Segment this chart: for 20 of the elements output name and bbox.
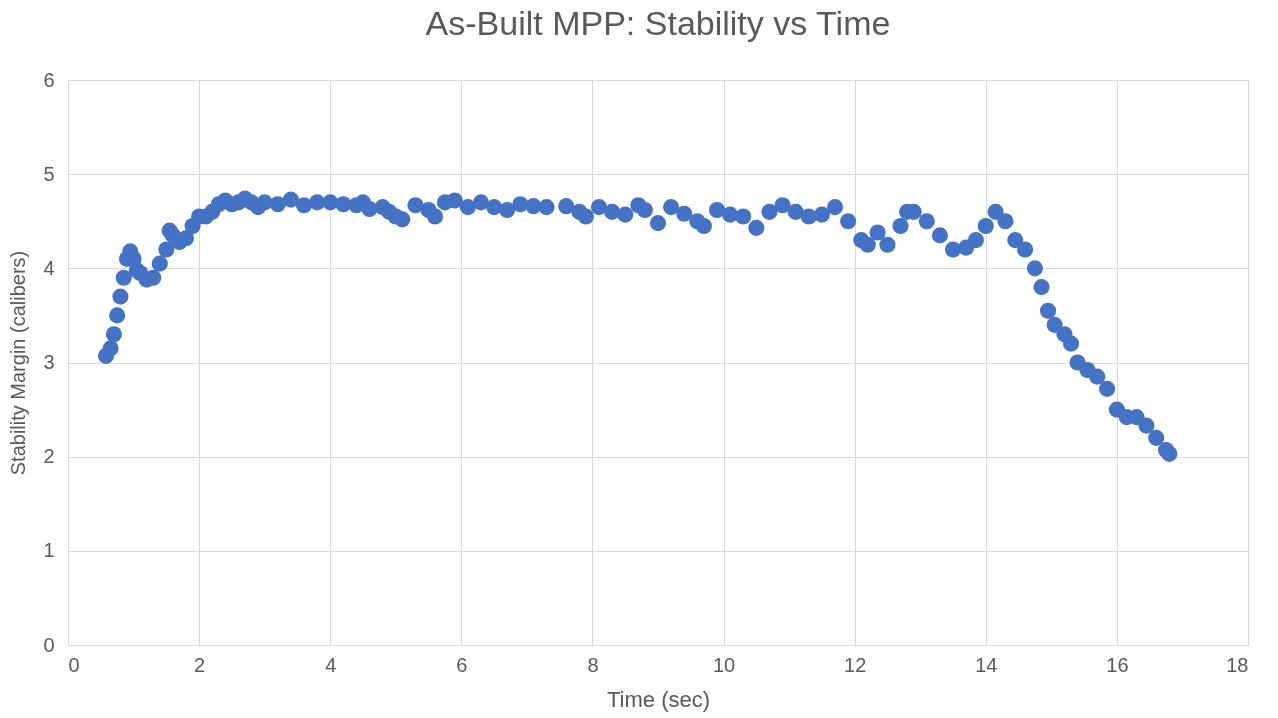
y-tick-label: 1	[43, 539, 55, 562]
y-tick-label: 0	[43, 633, 55, 656]
x-tick-label: 6	[456, 653, 468, 676]
x-tick-label: 18	[1226, 653, 1249, 676]
y-axis-title: Stability Margin (calibers)	[7, 250, 30, 476]
x-tick-label: 10	[712, 653, 736, 676]
y-tick-label: 3	[43, 351, 55, 373]
x-tick-label: 0	[68, 653, 80, 676]
y-tick-label: 5	[43, 162, 55, 185]
x-tick-label: 8	[587, 653, 599, 676]
x-tick-label: 14	[975, 653, 998, 676]
x-tick-label: 2	[194, 653, 206, 676]
x-tick-label: 12	[844, 653, 867, 676]
x-axis-title: Time (sec)	[606, 686, 711, 712]
y-tick-label: 6	[43, 68, 55, 91]
y-tick-label: 4	[43, 256, 55, 279]
x-tick-label: 16	[1106, 653, 1129, 676]
x-tick-label: 4	[325, 653, 337, 676]
y-tick-label: 2	[43, 445, 55, 468]
chart-title: As-Built MPP: Stability vs Time	[425, 4, 891, 42]
